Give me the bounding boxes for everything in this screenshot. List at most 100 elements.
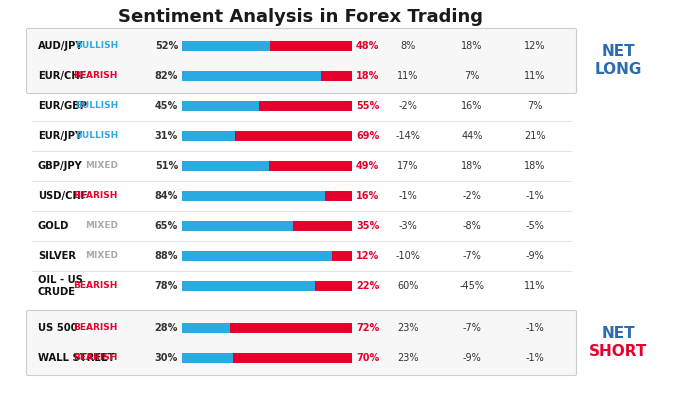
Text: MIXED: MIXED xyxy=(85,222,118,231)
Text: 7%: 7% xyxy=(464,71,479,81)
Text: EUR/CHF: EUR/CHF xyxy=(38,71,86,81)
Text: BEARISH: BEARISH xyxy=(73,72,118,81)
Text: BEARISH: BEARISH xyxy=(73,353,118,362)
Bar xyxy=(332,251,352,261)
Text: -1%: -1% xyxy=(526,323,545,333)
Text: 16%: 16% xyxy=(356,191,379,201)
Text: 88%: 88% xyxy=(154,251,178,261)
Text: MIXED: MIXED xyxy=(85,252,118,261)
Text: -14%: -14% xyxy=(396,131,420,141)
Bar xyxy=(182,161,269,171)
Text: BEARISH: BEARISH xyxy=(73,281,118,290)
Text: -1%: -1% xyxy=(526,353,545,363)
Text: GOLD: GOLD xyxy=(38,221,69,231)
Text: 11%: 11% xyxy=(524,71,545,81)
Text: Sentiment Analysis in Forex Trading: Sentiment Analysis in Forex Trading xyxy=(118,8,483,26)
Text: -7%: -7% xyxy=(462,323,481,333)
Bar xyxy=(230,323,352,333)
Bar xyxy=(233,353,352,363)
Bar xyxy=(182,221,292,231)
Text: BULLISH: BULLISH xyxy=(75,101,118,110)
Bar xyxy=(182,41,271,51)
Text: EUR/JPY: EUR/JPY xyxy=(38,131,82,141)
Text: BEARISH: BEARISH xyxy=(73,191,118,200)
Text: -5%: -5% xyxy=(526,221,545,231)
Text: 49%: 49% xyxy=(356,161,379,171)
Text: USD/CHF: USD/CHF xyxy=(38,191,88,201)
Text: 65%: 65% xyxy=(155,221,178,231)
Bar xyxy=(182,191,325,201)
Bar xyxy=(182,323,230,333)
Bar xyxy=(182,281,315,291)
Text: 21%: 21% xyxy=(524,131,546,141)
Bar xyxy=(235,131,352,141)
Text: 8%: 8% xyxy=(401,41,415,51)
Text: NET: NET xyxy=(601,326,635,342)
Bar xyxy=(182,131,235,141)
Text: 18%: 18% xyxy=(461,161,483,171)
Text: WALL STREET: WALL STREET xyxy=(38,353,115,363)
Text: 17%: 17% xyxy=(397,161,419,171)
Text: 44%: 44% xyxy=(461,131,483,141)
Text: BEARISH: BEARISH xyxy=(73,324,118,333)
Bar xyxy=(325,191,352,201)
Text: 45%: 45% xyxy=(155,101,178,111)
Text: 72%: 72% xyxy=(356,323,379,333)
Text: 35%: 35% xyxy=(356,221,379,231)
Text: LONG: LONG xyxy=(594,63,642,77)
Text: 82%: 82% xyxy=(154,71,178,81)
Text: BULLISH: BULLISH xyxy=(75,132,118,141)
Text: -9%: -9% xyxy=(526,251,545,261)
Text: NET: NET xyxy=(601,45,635,59)
Text: 31%: 31% xyxy=(155,131,178,141)
Text: 55%: 55% xyxy=(356,101,379,111)
Text: 12%: 12% xyxy=(524,41,546,51)
Text: 30%: 30% xyxy=(155,353,178,363)
Text: -1%: -1% xyxy=(526,191,545,201)
Text: GBP/JPY: GBP/JPY xyxy=(38,161,83,171)
Bar xyxy=(269,161,352,171)
Text: 69%: 69% xyxy=(356,131,379,141)
Text: 70%: 70% xyxy=(356,353,379,363)
Bar xyxy=(322,71,352,81)
Text: 23%: 23% xyxy=(397,353,419,363)
Bar xyxy=(182,71,322,81)
Text: 48%: 48% xyxy=(356,41,379,51)
Bar xyxy=(271,41,352,51)
Text: -2%: -2% xyxy=(462,191,481,201)
Text: MIXED: MIXED xyxy=(85,162,118,171)
Text: 18%: 18% xyxy=(461,41,483,51)
Text: SILVER: SILVER xyxy=(38,251,76,261)
Text: 16%: 16% xyxy=(461,101,483,111)
Text: -3%: -3% xyxy=(398,221,418,231)
Text: -8%: -8% xyxy=(462,221,481,231)
Text: EUR/GBP: EUR/GBP xyxy=(38,101,87,111)
FancyBboxPatch shape xyxy=(27,29,577,94)
Bar xyxy=(292,221,352,231)
Text: BULLISH: BULLISH xyxy=(75,41,118,50)
Text: 28%: 28% xyxy=(154,323,178,333)
Text: -45%: -45% xyxy=(460,281,484,291)
Text: 7%: 7% xyxy=(527,101,543,111)
Text: 84%: 84% xyxy=(154,191,178,201)
Bar xyxy=(182,251,332,261)
Text: 18%: 18% xyxy=(524,161,545,171)
Text: 11%: 11% xyxy=(524,281,545,291)
Text: 78%: 78% xyxy=(154,281,178,291)
Text: AUD/JPY: AUD/JPY xyxy=(38,41,84,51)
Text: 51%: 51% xyxy=(155,161,178,171)
Text: SHORT: SHORT xyxy=(589,344,647,360)
Text: 18%: 18% xyxy=(356,71,379,81)
Bar xyxy=(182,101,258,111)
Text: 22%: 22% xyxy=(356,281,379,291)
Text: -9%: -9% xyxy=(462,353,481,363)
Text: -10%: -10% xyxy=(396,251,420,261)
Bar xyxy=(315,281,352,291)
Bar xyxy=(258,101,352,111)
Text: US 500: US 500 xyxy=(38,323,78,333)
Text: 60%: 60% xyxy=(397,281,419,291)
Text: -1%: -1% xyxy=(398,191,418,201)
Text: 12%: 12% xyxy=(356,251,379,261)
Text: -7%: -7% xyxy=(462,251,481,261)
Text: -2%: -2% xyxy=(398,101,418,111)
